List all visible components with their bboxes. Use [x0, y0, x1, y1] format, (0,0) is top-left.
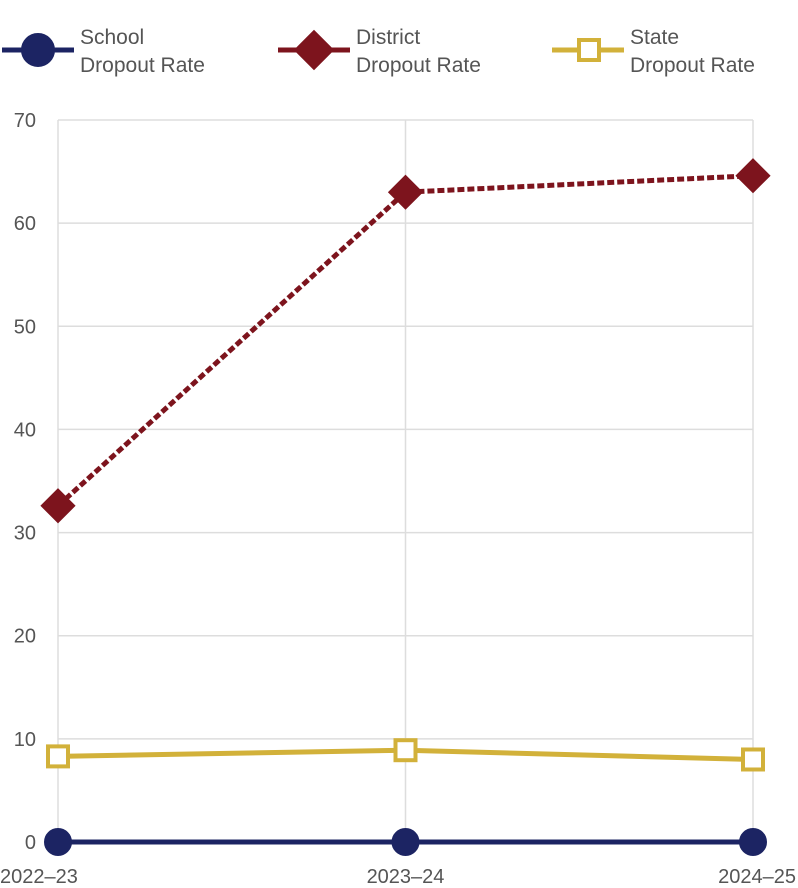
x-axis-ticks: 2022–23 2023–24 2024–25 — [0, 866, 796, 888]
data-point — [40, 488, 76, 524]
chart-grid — [57, 119, 754, 843]
legend-label: Dropout Rate — [356, 54, 481, 77]
y-tick-label: 30 — [14, 523, 36, 545]
y-tick-label: 50 — [14, 316, 36, 338]
series-circle — [44, 828, 767, 856]
legend-label: Dropout Rate — [630, 54, 755, 77]
y-tick-label: 20 — [14, 626, 36, 648]
data-point — [393, 738, 418, 763]
data-point — [391, 828, 420, 856]
legend-marker — [21, 33, 55, 67]
data-point — [387, 174, 424, 210]
legend-marker — [293, 29, 335, 71]
series-square-open — [46, 738, 765, 772]
legend-label: State — [630, 26, 679, 49]
y-tick-label: 60 — [14, 213, 36, 235]
x-tick-label: 2023–24 — [367, 866, 445, 888]
series-line — [56, 173, 754, 508]
series-diamond — [40, 158, 771, 524]
data-point — [44, 828, 72, 856]
y-tick-label: 70 — [14, 110, 36, 132]
y-tick-label: 0 — [25, 832, 36, 854]
y-axis-ticks: 0 10 20 30 40 50 60 70 — [14, 110, 36, 854]
legend-label: School — [80, 26, 144, 49]
legend-item: State Dropout Rate — [552, 26, 755, 77]
legend-item: District Dropout Rate — [278, 26, 481, 77]
x-tick-label: 2024–25 — [718, 866, 796, 888]
data-point — [735, 158, 771, 194]
legend-item: School Dropout Rate — [2, 26, 205, 77]
data-point — [741, 747, 765, 772]
y-tick-label: 10 — [14, 729, 36, 751]
data-point — [46, 744, 70, 769]
chart-series — [40, 158, 771, 856]
legend-label: Dropout Rate — [80, 54, 205, 77]
legend-marker — [577, 38, 601, 62]
data-point — [739, 828, 767, 856]
y-tick-label: 40 — [14, 419, 36, 441]
legend-label: District — [356, 26, 420, 49]
x-tick-label: 2022–23 — [0, 866, 78, 888]
